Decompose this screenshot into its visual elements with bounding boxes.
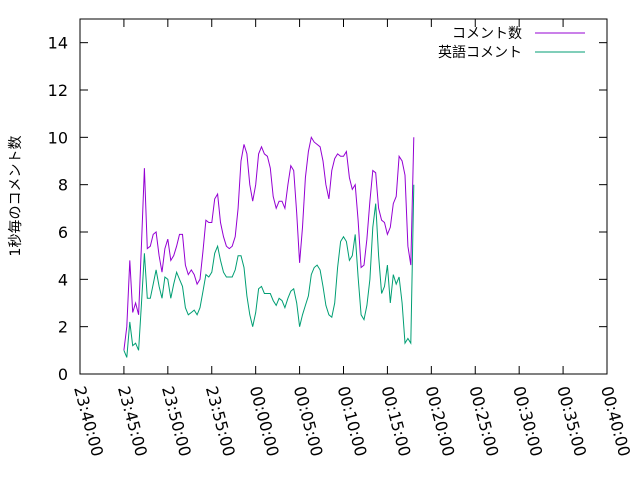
y-tick-label: 4 [58, 270, 68, 289]
x-tick-label: 00:35:00 [553, 384, 590, 458]
series-line-2 [123, 184, 415, 358]
x-tick-label: 00:40:00 [597, 384, 634, 458]
x-tick-label: 00:10:00 [334, 384, 371, 458]
y-tick-label: 10 [48, 128, 68, 147]
x-tick-label: 23:50:00 [158, 384, 195, 458]
y-axis: 0 2 4 6 8 10 12 14 [48, 34, 607, 384]
x-tick-label: 23:45:00 [114, 384, 151, 458]
y-tick-label: 0 [58, 365, 68, 384]
x-tick-label: 00:30:00 [509, 384, 546, 458]
y-tick-label: 8 [58, 176, 68, 195]
legend-label-2: 英語コメント [438, 44, 522, 61]
y-axis-label: 1秒毎のコメント数 [8, 136, 24, 257]
plot-frame [79, 18, 608, 375]
x-tick-label: 00:15:00 [378, 384, 415, 458]
x-tick-label: 00:05:00 [290, 384, 327, 458]
x-tick-label: 00:00:00 [246, 384, 283, 458]
series-line-1 [123, 135, 415, 351]
x-tick-label: 00:25:00 [465, 384, 502, 458]
y-tick-label: 14 [48, 34, 68, 53]
x-tick-label: 23:40:00 [70, 384, 107, 458]
x-tick-label: 23:55:00 [202, 384, 239, 458]
x-axis: 23:40:00 23:45:00 23:50:00 23:55:00 00:00:00… [70, 19, 634, 458]
y-tick-label: 2 [58, 318, 68, 337]
x-tick-label: 00:20:00 [421, 384, 458, 458]
y-tick-label: 6 [58, 223, 68, 242]
legend-label-1: コメント数 [452, 26, 522, 42]
y-tick-label: 12 [48, 81, 68, 100]
series-layer [123, 135, 415, 358]
